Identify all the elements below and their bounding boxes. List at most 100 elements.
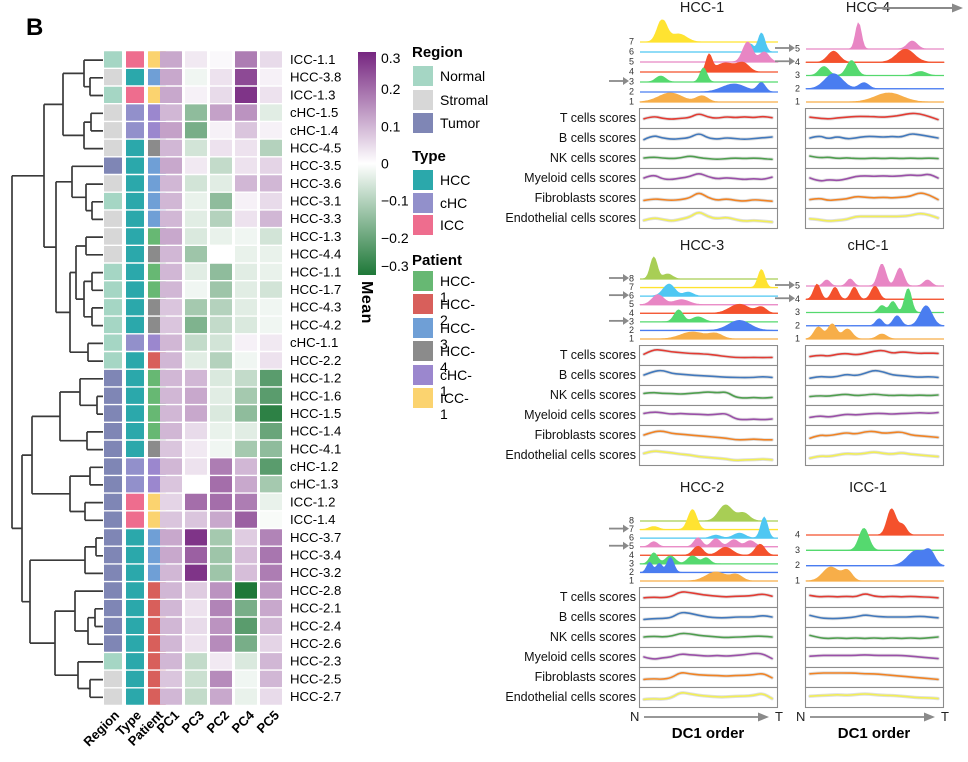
score-line: [809, 672, 939, 681]
heatmap-cell: [235, 210, 257, 227]
row-label: HCC-2.5: [290, 671, 341, 686]
heatmap-cell: [260, 600, 282, 617]
ridge-arrow-icon: [623, 77, 629, 85]
heatmap-cell: [260, 86, 282, 103]
row-label: HCC-4.4: [290, 247, 341, 262]
annotation-cell: [126, 175, 144, 192]
ridge-number: 3: [629, 316, 634, 326]
heatmap-cell: [185, 316, 207, 334]
heatmap-cell: [235, 476, 257, 493]
row-label: HCC-1.1: [290, 264, 341, 279]
heatmap-cell: [185, 369, 207, 387]
ridge-number: 6: [629, 533, 634, 543]
row-label: HCC-1.2: [290, 371, 341, 386]
heatmap-cell: [210, 600, 232, 617]
heatmap-cell: [160, 387, 182, 404]
heatmap-cell: [260, 493, 282, 511]
ridge-density: [806, 264, 944, 287]
score-line: [643, 173, 773, 181]
heatmap-cell: [235, 635, 257, 652]
heatmap: ICC-1.1 HCC-3.8 ICC-1.3 cHC-1.5 cHC-1.4 HCC-4…: [80, 51, 341, 749]
heatmap-cell: [160, 617, 182, 634]
legend-item-label: cHC-1: [440, 366, 472, 399]
heatmap-cell: [235, 511, 257, 528]
row-label: ICC-1.4: [290, 512, 335, 527]
heatmap-cell: [210, 51, 232, 68]
heatmap-cell: [235, 334, 257, 351]
heatmap-cell: [160, 51, 182, 68]
ridge-density: [806, 92, 944, 103]
heatmap-cell: [185, 493, 207, 511]
legend-swatch: [413, 294, 433, 315]
legend-item-label: Tumor: [440, 115, 480, 131]
heatmap-cell: [185, 653, 207, 670]
score-row-label: Endothelial cells scores: [505, 690, 636, 704]
score-row-label: B cells scores: [558, 131, 636, 145]
score-line: [643, 632, 773, 639]
row-label: HCC-4.5: [290, 141, 341, 156]
heatmap-cell: [185, 670, 207, 688]
legend-swatch: [413, 388, 433, 408]
annotation-cell: [126, 86, 144, 103]
ridge-density: [640, 32, 778, 53]
annotation-cell: [104, 582, 122, 599]
annotation-cell: [126, 546, 144, 564]
heatmap-cell: [185, 192, 207, 210]
ridge-density: [640, 283, 778, 297]
annotation-cell: [104, 493, 122, 511]
annotation-cell: [126, 440, 144, 457]
ridge-number: 3: [629, 558, 634, 568]
heatmap-cell: [210, 529, 232, 546]
score-line: [643, 652, 773, 660]
score-line: [643, 692, 773, 701]
heatmap-cell: [160, 175, 182, 192]
heatmap-cell: [260, 246, 282, 263]
heatmap-cell: [185, 69, 207, 86]
row-label: HCC-4.1: [290, 441, 341, 456]
annotation-cell: [104, 157, 122, 174]
heatmap-cell: [210, 192, 232, 210]
heatmap-cell: [260, 582, 282, 599]
annotation-cell: [104, 653, 122, 670]
heatmap-cell: [235, 139, 257, 157]
annotation-cell: [104, 228, 122, 245]
ridgeline-plot: 5 4 3 2 1: [775, 22, 945, 107]
row-label: cHC-1.2: [290, 459, 338, 474]
score-line: [809, 593, 939, 599]
heatmap-cell: [260, 405, 282, 422]
ridge-number: 4: [795, 57, 800, 67]
heatmap-cell: [235, 122, 257, 139]
annotation-cell: [126, 476, 144, 493]
annotation-cell: [104, 617, 122, 634]
annotation-cell: [104, 122, 122, 139]
heatmap-cell: [160, 405, 182, 422]
ridge-number: 6: [629, 47, 634, 57]
annotation-cell: [126, 210, 144, 227]
score-line: [643, 369, 773, 379]
score-line: [809, 411, 939, 419]
heatmap-cell: [160, 86, 182, 103]
annotation-cell: [104, 51, 122, 68]
score-row-label: T cells scores: [559, 348, 636, 362]
annotation-cell: [126, 192, 144, 210]
heatmap-cell: [210, 369, 232, 387]
ridge-density: [640, 303, 779, 314]
ridge-number: 1: [629, 576, 634, 586]
heatmap-cell: [235, 175, 257, 192]
colorbar-tick: 0.2: [381, 81, 401, 97]
annotation-cell: [104, 281, 122, 298]
row-label: HCC-3.4: [290, 548, 341, 563]
heatmap-cell: [160, 352, 182, 369]
ridge-number: 7: [629, 524, 634, 534]
ridge-arrow-icon: [623, 274, 629, 282]
heatmap-cell: [235, 157, 257, 174]
heatmap-cell: [260, 670, 282, 688]
heatmap-cell: [160, 192, 182, 210]
ridge-number: 5: [629, 57, 634, 67]
score-row-label: Myeloid cells scores: [524, 650, 636, 664]
heatmap-cell: [160, 440, 182, 457]
score-line: [809, 212, 939, 222]
heatmap-cell: [160, 139, 182, 157]
score-line: [643, 611, 773, 621]
